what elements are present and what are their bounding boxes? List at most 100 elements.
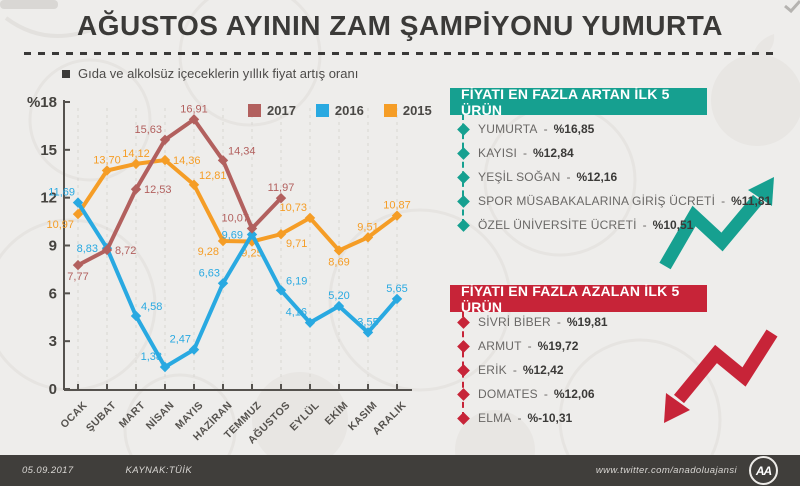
- svg-text:7,77: 7,77: [67, 271, 88, 283]
- footer-date: 05.09.2017: [22, 465, 74, 476]
- item-separator: -: [543, 122, 548, 136]
- item-separator: -: [523, 146, 527, 160]
- item-label: KAYISI: [478, 146, 517, 160]
- item-label: ARMUT: [478, 339, 522, 353]
- item-value: %12,84: [533, 146, 574, 160]
- twitter-handle[interactable]: www.twitter.com/anadoluajansi: [595, 465, 737, 476]
- svg-text:14,36: 14,36: [173, 155, 201, 167]
- svg-text:4,58: 4,58: [141, 301, 162, 313]
- y-axis-labels: 0 3 6 9 12 15 %18: [27, 94, 57, 398]
- svg-text:6,19: 6,19: [286, 275, 307, 287]
- item-value: %12,16: [576, 170, 618, 184]
- item-separator: -: [721, 194, 726, 208]
- svg-text:10,73: 10,73: [279, 202, 307, 214]
- list-item: ARMUT - %19,72: [450, 334, 790, 358]
- data-point-diamond: [130, 184, 142, 195]
- item-value: %12,06: [553, 387, 595, 401]
- diamond-bullet-icon: [457, 170, 470, 184]
- svg-text:9,51: 9,51: [357, 221, 378, 233]
- item-label: YUMURTA: [478, 122, 538, 136]
- title-separator: [24, 52, 776, 55]
- svg-text:8,83: 8,83: [77, 243, 98, 255]
- svg-text:2,47: 2,47: [170, 334, 191, 346]
- item-separator: -: [566, 170, 571, 184]
- item-separator: -: [512, 363, 517, 377]
- x-axis-labels: OCAKŞUBATMARTNİSANMAYISHAZİRANTEMMUZAĞUS…: [58, 398, 408, 446]
- subtitle-bullet-icon: [62, 69, 70, 78]
- data-point-diamond: [188, 179, 200, 190]
- footer-bar: 05.09.2017 KAYNAK:TÜİK www.twitter.com/a…: [0, 455, 800, 486]
- list-item: YUMURTA - %16,85: [450, 117, 790, 141]
- item-separator: -: [517, 411, 522, 425]
- item-value: %-10,31: [527, 411, 573, 425]
- item-separator: -: [556, 315, 561, 329]
- chart-legend: 2017 2016 2015: [248, 103, 432, 118]
- item-separator: -: [543, 387, 548, 401]
- svg-text:14,12: 14,12: [122, 148, 150, 160]
- item-value: %11,81: [731, 194, 772, 208]
- svg-text:ŞUBAT: ŞUBAT: [84, 399, 119, 434]
- data-point-diamond: [246, 223, 258, 234]
- svg-text:9: 9: [49, 238, 57, 255]
- svg-text:1,38: 1,38: [141, 351, 162, 363]
- item-separator: -: [642, 218, 647, 232]
- legend-swatch-2017: [248, 104, 261, 117]
- gainers-connector-line: [462, 114, 464, 225]
- svg-text:8,72: 8,72: [115, 245, 136, 257]
- item-label: SPOR MÜSABAKALARINA GİRİŞ ÜCRETİ: [478, 194, 716, 208]
- item-separator: -: [527, 339, 532, 353]
- svg-text:12,81: 12,81: [199, 170, 227, 182]
- diamond-bullet-icon: [457, 315, 470, 329]
- legend-item-2015: 2015: [383, 103, 432, 118]
- subtitle-text: Gıda ve alkolsüz içeceklerin yıllık fiya…: [78, 66, 359, 81]
- legend-item-2017: 2017: [248, 103, 296, 118]
- list-item: DOMATES - %12,06: [450, 382, 790, 406]
- diamond-bullet-icon: [457, 411, 470, 425]
- svg-text:EYLÜL: EYLÜL: [287, 398, 322, 433]
- svg-text:4,16: 4,16: [286, 307, 307, 319]
- svg-text:9,28: 9,28: [198, 246, 219, 258]
- item-label: SİVRİ BİBER: [478, 315, 551, 329]
- svg-text:5,65: 5,65: [386, 283, 407, 295]
- svg-text:0: 0: [49, 381, 57, 398]
- data-point-diamond: [188, 344, 200, 355]
- svg-text:10,97: 10,97: [46, 219, 74, 231]
- data-point-diamond: [275, 228, 287, 240]
- diamond-bullet-icon: [457, 387, 470, 401]
- svg-text:3: 3: [49, 333, 57, 350]
- losers-panel-header: FİYATI EN FAZLA AZALAN İLK 5 ÜRÜN: [450, 283, 707, 315]
- data-point-diamond: [159, 154, 171, 166]
- data-point-diamond: [275, 285, 287, 296]
- data-point-diamond: [275, 192, 287, 204]
- svg-text:10,07: 10,07: [221, 212, 249, 224]
- svg-text:8,69: 8,69: [328, 256, 349, 268]
- list-item: KAYISI - %12,84: [450, 141, 790, 165]
- list-item: ÖZEL ÜNİVERSİTE ÜCRETİ - %10,51: [450, 213, 790, 237]
- svg-text:12,53: 12,53: [144, 184, 172, 196]
- data-point-diamond: [304, 317, 316, 328]
- data-point-diamond: [304, 212, 316, 224]
- page-title: AĞUSTOS AYININ ZAM ŞAMPİYONU YUMURTA: [77, 10, 723, 41]
- item-label: ELMA: [478, 411, 512, 425]
- data-point-diamond: [159, 361, 171, 373]
- item-value: %16,85: [553, 122, 595, 136]
- data-point-diamond: [159, 134, 171, 145]
- svg-text:9,25: 9,25: [241, 248, 262, 260]
- data-point-diamond: [72, 197, 84, 208]
- legend-swatch-2015: [383, 104, 397, 117]
- svg-text:%18: %18: [27, 94, 57, 111]
- diamond-bullet-icon: [457, 218, 470, 232]
- legend-swatch-2016: [315, 104, 329, 117]
- item-value: %19,72: [537, 339, 579, 353]
- legend-item-2016: 2016: [315, 103, 364, 118]
- svg-text:6,63: 6,63: [199, 267, 220, 279]
- list-item: ERİK - %12,42: [450, 358, 790, 382]
- data-point-diamond: [130, 158, 142, 170]
- losers-list: SİVRİ BİBER - %19,81 ARMUT - %19,72 ERİK…: [450, 310, 790, 430]
- footer-source: KAYNAK:TÜİK: [125, 465, 193, 476]
- svg-text:14,34: 14,34: [228, 145, 256, 157]
- diamond-bullet-icon: [457, 194, 470, 208]
- svg-text:NİSAN: NİSAN: [143, 399, 177, 433]
